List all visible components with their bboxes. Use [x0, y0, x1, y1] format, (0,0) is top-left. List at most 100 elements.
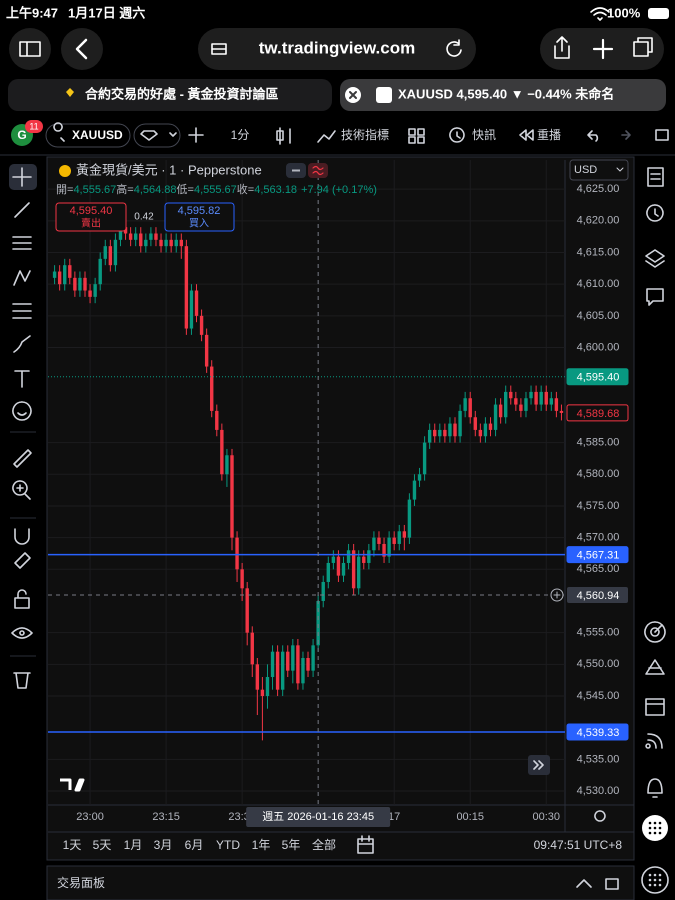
- settings-icon[interactable]: [594, 810, 606, 822]
- chart-title: 黃金現貨/美元 · 1 · Pepperstone: [76, 162, 262, 177]
- candle-body: [108, 246, 113, 266]
- compare[interactable]: [133, 123, 181, 148]
- more-button[interactable]: [641, 866, 669, 894]
- projection-tool[interactable]: [12, 303, 32, 319]
- candle-body: [336, 556, 341, 576]
- range-button[interactable]: 1天: [63, 838, 82, 852]
- panel-title[interactable]: 交易面板: [57, 875, 105, 890]
- emoji-tool[interactable]: [12, 401, 32, 421]
- tabs-icon[interactable]: [633, 37, 653, 57]
- bell-icon[interactable]: [647, 778, 663, 798]
- currency: USD: [574, 164, 597, 176]
- range-button[interactable]: 5年: [282, 838, 301, 852]
- url: tw.tradingview.com: [259, 38, 416, 57]
- signal-icon[interactable]: [645, 733, 663, 749]
- apps-dot: [648, 821, 652, 825]
- undo-icon[interactable]: [587, 130, 599, 142]
- ohlc-label: 開=: [56, 183, 73, 196]
- magnet-tool[interactable]: [14, 528, 30, 545]
- alerts[interactable]: 快訊: [472, 127, 496, 142]
- range-button[interactable]: 6月: [185, 838, 204, 852]
- tab-favicon: [376, 87, 392, 103]
- range-button[interactable]: 1月: [124, 838, 143, 852]
- tab-title: 合約交易的好處 - 黃金投資討論區: [85, 86, 279, 101]
- indicators-icon[interactable]: [317, 130, 336, 143]
- ohlc-value: 4,563.18: [254, 184, 297, 196]
- y-tick-label: 4,585.00: [577, 436, 620, 448]
- candle-body: [149, 233, 153, 240]
- change: +7.94 (+0.17%): [301, 184, 377, 196]
- interval[interactable]: 1分: [231, 128, 250, 142]
- expand-icon[interactable]: [576, 879, 592, 888]
- calendar-icon[interactable]: [645, 698, 665, 716]
- indicators[interactable]: 技術指標: [341, 127, 389, 142]
- scroll-to-realtime[interactable]: [528, 755, 550, 775]
- candle-body: [103, 246, 107, 259]
- measure-tool[interactable]: [13, 449, 32, 468]
- crosshair-tool[interactable]: [12, 167, 32, 187]
- goto-date[interactable]: [357, 835, 374, 854]
- back-icon: [75, 38, 88, 60]
- price-label: 4,539.33: [577, 727, 620, 739]
- range-button[interactable]: 5天: [93, 838, 112, 852]
- visibility-tool[interactable]: [11, 627, 33, 639]
- candle-body: [331, 556, 336, 563]
- spread: 0.42: [134, 212, 154, 223]
- fib-tool[interactable]: [12, 236, 32, 250]
- range-button[interactable]: 1年: [252, 838, 271, 852]
- candle-body: [57, 271, 62, 285]
- range-button[interactable]: 全部: [312, 837, 336, 852]
- range-button[interactable]: YTD: [216, 838, 240, 852]
- symbol-logo: [59, 165, 71, 177]
- x-tick-label: 00:30: [532, 811, 560, 823]
- watchlist-icon[interactable]: [647, 167, 664, 187]
- trendline-tool[interactable]: [14, 202, 30, 218]
- delete-tool[interactable]: [13, 672, 31, 689]
- candle-body: [351, 550, 356, 589]
- buy-button[interactable]: [164, 202, 235, 232]
- tab-active[interactable]: [340, 79, 666, 111]
- share-icon[interactable]: [554, 36, 570, 59]
- symbol-search[interactable]: [45, 123, 131, 148]
- new-tab-icon[interactable]: [592, 38, 614, 60]
- zoom-tool[interactable]: [12, 480, 31, 500]
- sell-button[interactable]: [55, 202, 127, 232]
- layout-icon[interactable]: [408, 128, 425, 144]
- layers-icon[interactable]: [645, 249, 665, 268]
- sidebar-button[interactable]: [9, 28, 51, 70]
- pattern-tool[interactable]: [13, 270, 31, 286]
- status-date: 1月17日 週六: [68, 5, 145, 20]
- brush-tool[interactable]: [13, 335, 31, 353]
- text-tool[interactable]: [14, 370, 30, 388]
- back-button[interactable]: [61, 28, 103, 70]
- lock-draw-tool[interactable]: [14, 552, 31, 569]
- candle-type[interactable]: [276, 127, 291, 145]
- more-dot: [653, 873, 657, 877]
- trading-panel: [46, 865, 635, 900]
- tab[interactable]: [8, 79, 332, 111]
- mountain-icon[interactable]: [645, 659, 665, 675]
- price-label: 4,595.40: [577, 372, 620, 384]
- clock-icon[interactable]: [646, 204, 664, 222]
- candle-body: [529, 391, 533, 399]
- candle-body: [514, 398, 518, 405]
- currency-select[interactable]: [569, 159, 629, 181]
- target-icon[interactable]: [644, 621, 666, 643]
- battery-level: 100%: [607, 5, 641, 20]
- replay-icon[interactable]: [519, 129, 534, 141]
- redo-icon[interactable]: [621, 130, 631, 140]
- replay[interactable]: 重播: [537, 128, 561, 142]
- maximize-icon[interactable]: [605, 878, 619, 890]
- lock-tool[interactable]: [14, 589, 30, 609]
- chat-icon[interactable]: [646, 288, 664, 306]
- candle-body: [519, 404, 523, 411]
- ohlc-label: 收=: [237, 182, 254, 196]
- y-tick-label: 4,545.00: [577, 690, 620, 702]
- tab-favicon: [66, 88, 74, 97]
- add-symbol[interactable]: [188, 127, 204, 143]
- alert-icon[interactable]: [449, 127, 465, 143]
- fullscreen-icon[interactable]: [655, 129, 669, 141]
- range-button[interactable]: 3月: [154, 838, 173, 852]
- url-bar[interactable]: [198, 28, 476, 70]
